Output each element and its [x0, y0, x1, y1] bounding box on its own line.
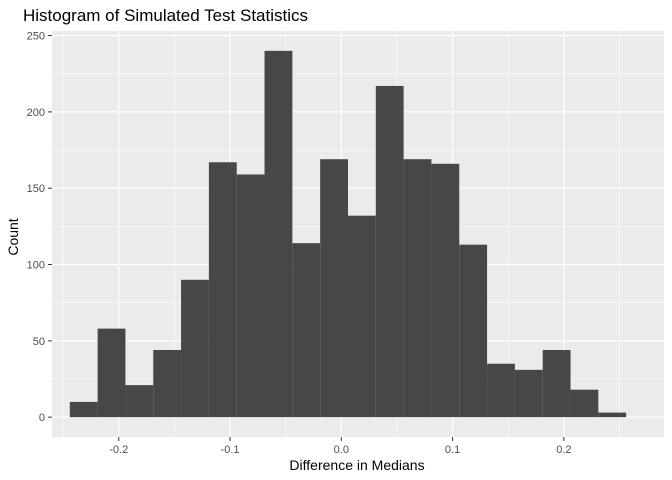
histogram-bar-1 — [69, 401, 98, 418]
histogram-bar-13 — [403, 159, 432, 418]
histogram-bar-6 — [208, 162, 237, 418]
y-tick-label: 200 — [27, 107, 45, 119]
x-tick-label: -0.1 — [221, 444, 240, 456]
y-tick-label: 50 — [33, 336, 45, 348]
chart-title: Histogram of Simulated Test Statistics — [23, 6, 308, 25]
histogram-bar-12 — [375, 85, 404, 418]
x-tick-label: 0.1 — [445, 444, 460, 456]
y-tick-label: 150 — [27, 183, 45, 195]
histogram-bar-17 — [514, 369, 543, 418]
y-axis-title: Count — [5, 218, 21, 255]
histogram-bar-2 — [97, 328, 126, 418]
x-axis: -0.2 -0.1 0.0 0.1 0.2 — [109, 437, 572, 456]
histogram-bar-7 — [236, 174, 265, 418]
histogram-bar-15 — [459, 244, 488, 418]
y-tick-label: 250 — [27, 31, 45, 43]
histogram-bar-20 — [598, 412, 627, 418]
x-axis-title: Difference in Medians — [289, 457, 424, 473]
histogram-bar-9 — [292, 243, 321, 418]
histogram-bar-4 — [153, 350, 182, 418]
histogram-bars — [69, 50, 627, 418]
histogram-bar-16 — [487, 363, 515, 418]
histogram-bar-10 — [320, 159, 348, 418]
histogram-bar-19 — [570, 389, 599, 418]
y-axis: 0 50 100 150 200 250 — [27, 31, 52, 424]
histogram-bar-14 — [431, 163, 460, 418]
histogram-bar-3 — [125, 385, 154, 418]
x-tick-label: -0.2 — [109, 444, 128, 456]
histogram-bar-5 — [181, 279, 209, 418]
histogram-bar-11 — [347, 215, 376, 418]
x-tick-label: 0.2 — [556, 444, 571, 456]
histogram-bar-18 — [542, 350, 571, 418]
y-tick-label: 100 — [27, 260, 45, 272]
x-tick-label: 0.0 — [334, 444, 349, 456]
histogram-bar-8 — [264, 50, 293, 418]
y-tick-label: 0 — [39, 412, 45, 424]
